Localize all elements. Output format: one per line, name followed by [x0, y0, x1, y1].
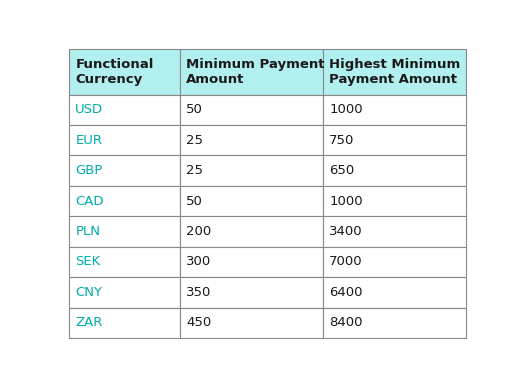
Bar: [69, 308, 180, 338]
Text: USD: USD: [75, 103, 103, 116]
Text: CNY: CNY: [75, 286, 102, 299]
Text: 8400: 8400: [329, 316, 363, 329]
Bar: [180, 247, 323, 277]
Bar: [69, 277, 180, 308]
Bar: [180, 277, 323, 308]
Text: 450: 450: [186, 316, 211, 329]
Bar: [180, 95, 323, 125]
Text: 50: 50: [186, 103, 203, 116]
Bar: [69, 95, 180, 125]
Text: SEK: SEK: [75, 255, 101, 268]
Text: 750: 750: [329, 134, 354, 147]
Bar: [323, 125, 466, 155]
Bar: [180, 308, 323, 338]
Text: 25: 25: [186, 134, 204, 147]
Text: 1000: 1000: [329, 195, 363, 208]
Text: Functional
Currency: Functional Currency: [75, 58, 154, 86]
Text: 1000: 1000: [329, 103, 363, 116]
Text: 350: 350: [186, 286, 212, 299]
Bar: [69, 247, 180, 277]
Bar: [69, 125, 180, 155]
Bar: [323, 277, 466, 308]
Bar: [69, 186, 180, 216]
Bar: [323, 95, 466, 125]
Bar: [69, 49, 180, 95]
Bar: [180, 49, 323, 95]
Text: 3400: 3400: [329, 225, 363, 238]
Bar: [180, 216, 323, 247]
Text: 7000: 7000: [329, 255, 363, 268]
Text: 650: 650: [329, 164, 354, 177]
Text: PLN: PLN: [75, 225, 100, 238]
Text: GBP: GBP: [75, 164, 103, 177]
Text: 6400: 6400: [329, 286, 363, 299]
Bar: [323, 155, 466, 186]
Bar: [323, 49, 466, 95]
Text: Minimum Payment
Amount: Minimum Payment Amount: [186, 58, 325, 86]
Bar: [180, 186, 323, 216]
Text: Highest Minimum
Payment Amount: Highest Minimum Payment Amount: [329, 58, 460, 86]
Text: 300: 300: [186, 255, 211, 268]
Bar: [180, 125, 323, 155]
Text: 50: 50: [186, 195, 203, 208]
Text: CAD: CAD: [75, 195, 104, 208]
Bar: [323, 247, 466, 277]
Bar: [69, 216, 180, 247]
Bar: [323, 186, 466, 216]
Bar: [323, 308, 466, 338]
Text: 200: 200: [186, 225, 211, 238]
Text: EUR: EUR: [75, 134, 102, 147]
Bar: [69, 155, 180, 186]
Text: 25: 25: [186, 164, 204, 177]
Bar: [323, 216, 466, 247]
Bar: [180, 155, 323, 186]
Text: ZAR: ZAR: [75, 316, 103, 329]
